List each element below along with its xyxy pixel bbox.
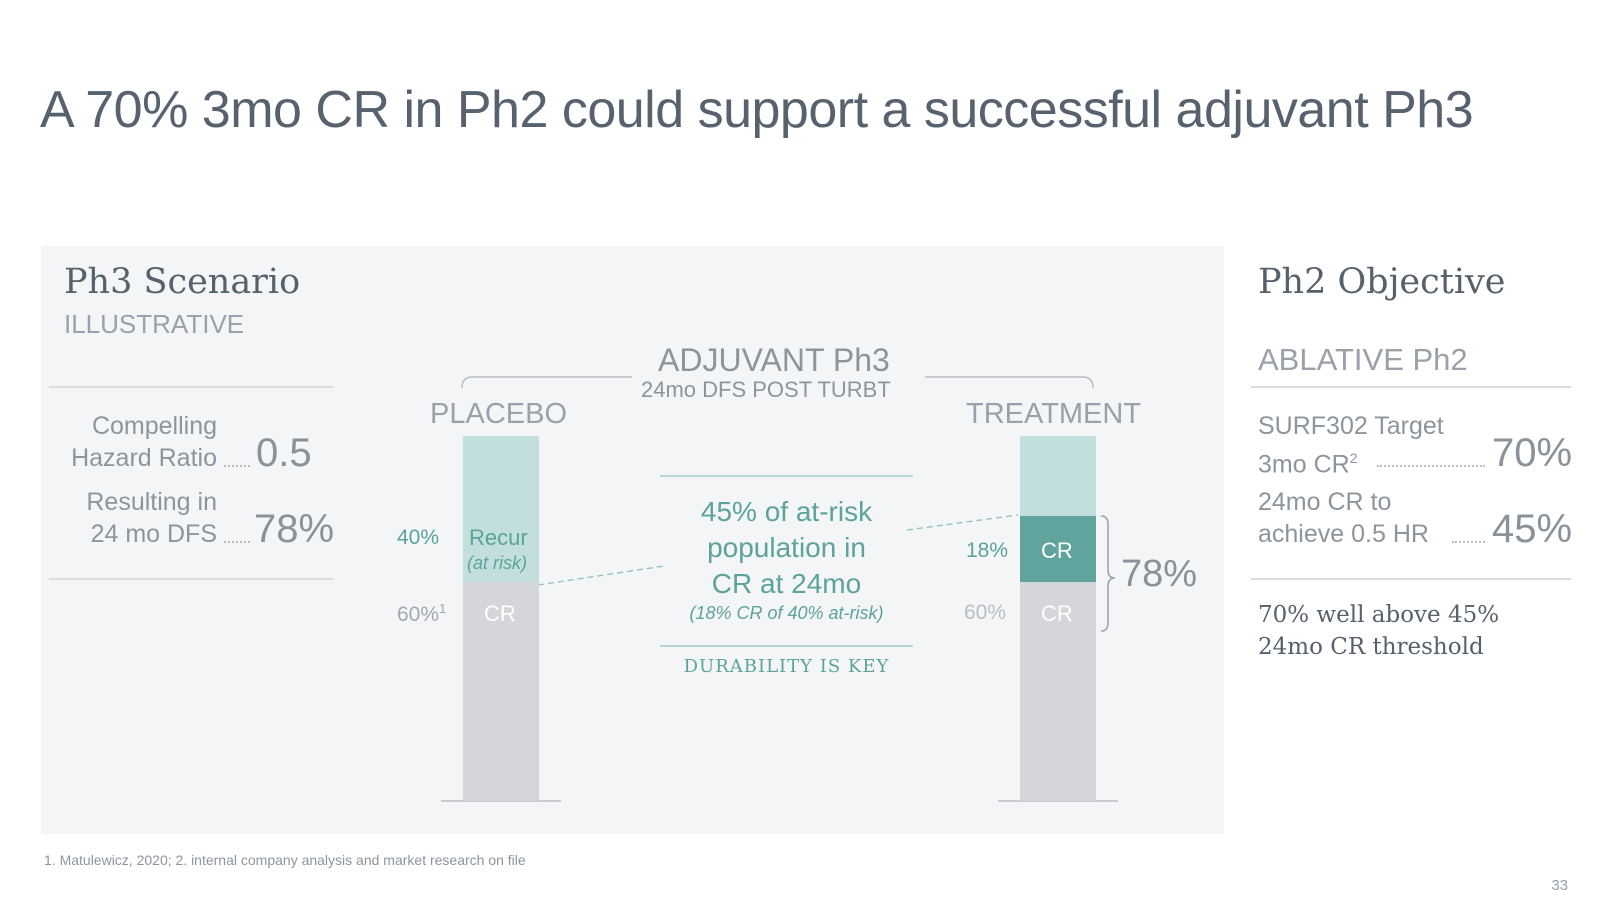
dfs-leader — [224, 541, 250, 543]
placebo-cr-label: CR — [484, 601, 516, 626]
adjuvant-ph3-heading: ADJUVANT Ph3 — [658, 342, 890, 378]
placebo-recur-label: Recur — [469, 525, 528, 550]
cr-threshold-leader — [1452, 541, 1485, 543]
right-top-rule — [1251, 386, 1571, 388]
treatment-callout-connector — [906, 514, 1019, 531]
treatment-total-value: 78% — [1121, 553, 1198, 595]
dfs-value: 78% — [254, 507, 335, 551]
cr-threshold-label: 24mo CR to achieve 0.5 HR — [1258, 488, 1429, 548]
treatment-cr-label: CR — [1041, 601, 1073, 626]
treatment-label: TREATMENT — [966, 398, 1142, 430]
ablative-ph2-label: ABLATIVE Ph2 — [1258, 342, 1468, 377]
left-top-rule — [49, 386, 333, 388]
placebo-label: PLACEBO — [430, 398, 567, 430]
placebo-at-risk-note: (at risk) — [467, 553, 527, 573]
placebo-callout-connector — [537, 565, 665, 586]
callout-bottom-rule — [660, 645, 913, 647]
page-number: 33 — [1551, 877, 1568, 894]
surf302-target-value: 70% — [1492, 431, 1573, 475]
hazard-ratio-label: Compelling Hazard Ratio — [71, 412, 217, 472]
left-bottom-rule — [49, 578, 333, 580]
ph2-objective-heading: Ph2 Objective — [1258, 262, 1506, 302]
total-brace — [1100, 515, 1116, 632]
treatment-new-cr-label: CR — [1041, 538, 1073, 563]
placebo-cr-segment — [463, 582, 539, 801]
hazard-ratio-leader — [224, 465, 250, 467]
illustrative-label: ILLUSTRATIVE — [64, 309, 245, 339]
right-bottom-rule — [1251, 578, 1571, 580]
treatment-new-cr-segment — [1020, 516, 1096, 582]
placebo-cr-pct: 60%1 — [397, 601, 447, 626]
ph2-conclusion: 70% well above 45% 24mo CR threshold — [1258, 602, 1500, 660]
slide-title: A 70% 3mo CR in Ph2 could support a succ… — [40, 81, 1474, 139]
adjuvant-ph3-subheading: 24mo DFS POST TURBT — [641, 377, 891, 402]
treatment-cr-segment — [1020, 582, 1096, 801]
cr-threshold-value: 45% — [1492, 507, 1573, 551]
placebo-recur-pct: 40% — [397, 526, 440, 549]
durability-tagline: DURABILITY IS KEY — [683, 656, 890, 677]
callout-headline: 45% of at-risk population in CR at 24mo — [700, 496, 873, 599]
ph3-scenario-heading: Ph3 Scenario — [64, 262, 301, 302]
surf302-target-label: SURF302 Target 3mo CR2 — [1258, 412, 1444, 479]
treatment-new-cr-pct: 18% — [966, 539, 1009, 562]
footnote: 1. Matulewicz, 2020; 2. internal company… — [44, 852, 526, 868]
hazard-ratio-value: 0.5 — [256, 431, 312, 475]
treatment-cr-pct: 60% — [964, 601, 1007, 624]
header-bracket-right — [925, 376, 1094, 389]
dfs-label: Resulting in 24 mo DFS — [86, 488, 217, 548]
placebo-recur-segment — [463, 436, 539, 582]
callout-note: (18% CR of 40% at-risk) — [689, 603, 884, 623]
header-bracket-left — [461, 376, 632, 389]
treatment-recur-segment — [1020, 436, 1096, 516]
surf302-leader — [1377, 465, 1485, 467]
callout-top-rule — [660, 475, 913, 477]
